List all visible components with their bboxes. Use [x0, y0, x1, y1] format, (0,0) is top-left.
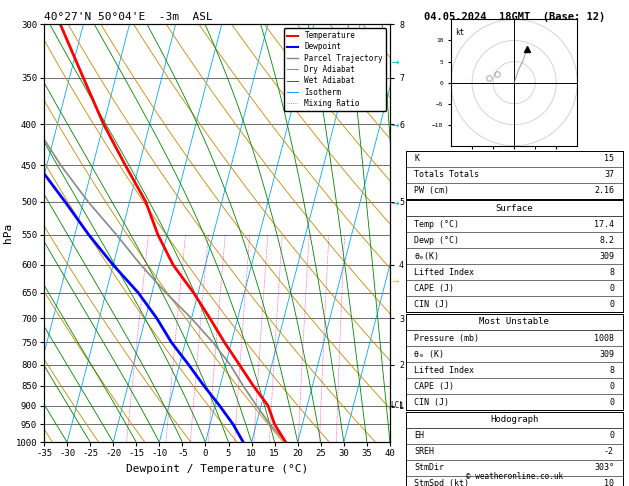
Text: StmDir: StmDir	[415, 463, 444, 472]
Text: StmSpd (kt): StmSpd (kt)	[415, 479, 469, 486]
Text: θₑ(K): θₑ(K)	[415, 252, 440, 261]
Text: 8: 8	[609, 268, 614, 277]
Text: 0: 0	[609, 398, 614, 407]
Text: →: →	[391, 276, 399, 288]
Text: CIN (J): CIN (J)	[415, 300, 449, 309]
Text: Totals Totals: Totals Totals	[415, 170, 479, 179]
Text: 0: 0	[609, 382, 614, 391]
Text: 0: 0	[609, 431, 614, 440]
Text: -2: -2	[604, 447, 614, 456]
Text: 1008: 1008	[594, 333, 614, 343]
Text: Most Unstable: Most Unstable	[479, 317, 549, 327]
Text: 8: 8	[609, 365, 614, 375]
Text: 309: 309	[599, 252, 614, 261]
Text: EH: EH	[415, 431, 425, 440]
Text: CAPE (J): CAPE (J)	[415, 382, 454, 391]
Y-axis label: km
ASL: km ASL	[407, 225, 426, 242]
Text: 303°: 303°	[594, 463, 614, 472]
Text: 10: 10	[604, 479, 614, 486]
Text: Surface: Surface	[496, 204, 533, 213]
Text: 8.2: 8.2	[599, 236, 614, 245]
Text: 04.05.2024  18GMT  (Base: 12): 04.05.2024 18GMT (Base: 12)	[423, 12, 605, 22]
Text: © weatheronline.co.uk: © weatheronline.co.uk	[465, 472, 563, 481]
Text: →: →	[391, 57, 399, 69]
Text: CIN (J): CIN (J)	[415, 398, 449, 407]
Text: K: K	[415, 154, 420, 163]
Text: SREH: SREH	[415, 447, 435, 456]
Text: Lifted Index: Lifted Index	[415, 268, 474, 277]
Text: →: →	[391, 120, 399, 133]
Text: θₑ (K): θₑ (K)	[415, 349, 444, 359]
Legend: Temperature, Dewpoint, Parcel Trajectory, Dry Adiabat, Wet Adiabat, Isotherm, Mi: Temperature, Dewpoint, Parcel Trajectory…	[284, 28, 386, 111]
Text: 37: 37	[604, 170, 614, 179]
Text: kt: kt	[455, 28, 464, 37]
Text: PW (cm): PW (cm)	[415, 186, 449, 195]
Text: LCL: LCL	[391, 401, 404, 410]
Text: CAPE (J): CAPE (J)	[415, 284, 454, 293]
Text: 17.4: 17.4	[594, 220, 614, 229]
Text: 0: 0	[609, 300, 614, 309]
Text: Dewp (°C): Dewp (°C)	[415, 236, 459, 245]
Text: 309: 309	[599, 349, 614, 359]
Text: Hodograph: Hodograph	[490, 415, 538, 424]
Text: 2.16: 2.16	[594, 186, 614, 195]
Text: Temp (°C): Temp (°C)	[415, 220, 459, 229]
X-axis label: Dewpoint / Temperature (°C): Dewpoint / Temperature (°C)	[126, 464, 308, 474]
Y-axis label: hPa: hPa	[3, 223, 13, 243]
Text: 40°27'N 50°04'E  -3m  ASL: 40°27'N 50°04'E -3m ASL	[44, 12, 213, 22]
Text: Pressure (mb): Pressure (mb)	[415, 333, 479, 343]
Text: →: →	[391, 198, 399, 210]
Text: 0: 0	[609, 284, 614, 293]
Text: Lifted Index: Lifted Index	[415, 365, 474, 375]
Text: 15: 15	[604, 154, 614, 163]
